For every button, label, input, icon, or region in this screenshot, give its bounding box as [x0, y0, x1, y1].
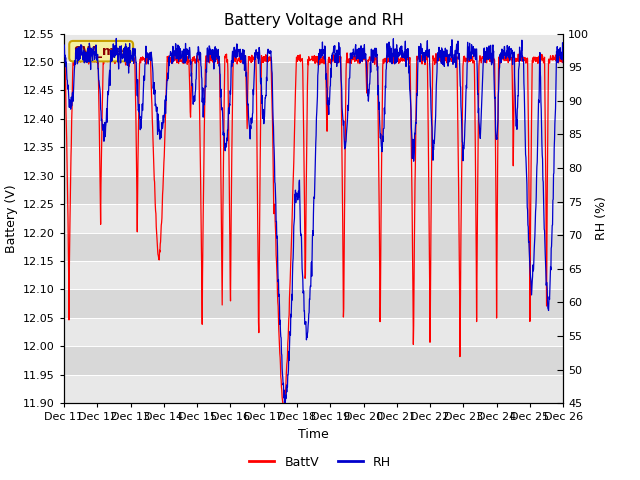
Title: Battery Voltage and RH: Battery Voltage and RH — [224, 13, 403, 28]
Bar — [64, 90, 563, 119]
Y-axis label: RH (%): RH (%) — [595, 196, 607, 240]
Y-axis label: Battery (V): Battery (V) — [4, 184, 17, 252]
Bar — [64, 375, 563, 403]
Bar — [64, 62, 563, 90]
Bar — [64, 204, 563, 233]
X-axis label: Time: Time — [298, 428, 329, 441]
Bar — [64, 147, 563, 176]
Legend: BattV, RH: BattV, RH — [244, 451, 396, 474]
Bar — [64, 318, 563, 347]
Bar — [64, 119, 563, 147]
Bar — [64, 261, 563, 289]
Bar — [64, 34, 563, 62]
Bar — [64, 233, 563, 261]
Bar — [64, 347, 563, 375]
Bar — [64, 176, 563, 204]
Bar — [64, 289, 563, 318]
Text: SW_met: SW_met — [73, 45, 129, 58]
